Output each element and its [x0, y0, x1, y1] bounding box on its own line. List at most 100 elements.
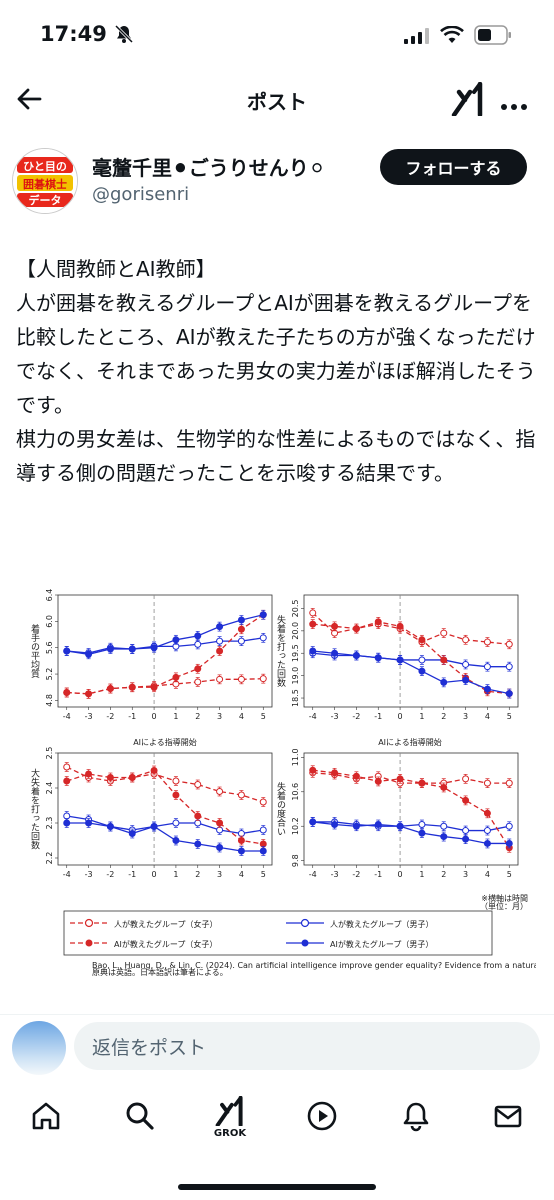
- data-point: [237, 847, 245, 855]
- data-point: [216, 637, 224, 645]
- display-name[interactable]: 毫釐千里⚫ごうりせんり⚪: [92, 156, 326, 180]
- data-point: [237, 625, 245, 633]
- wifi-icon: [440, 25, 464, 48]
- data-point: [331, 769, 339, 777]
- x-tick-label: 2: [441, 712, 446, 721]
- y-tick-label: 5.2: [45, 668, 54, 681]
- avatar-line-2: 囲碁棋士: [23, 177, 67, 191]
- data-point: [505, 640, 513, 648]
- follow-button[interactable]: フォローする: [380, 149, 527, 185]
- x-tick-label: 5: [261, 712, 266, 721]
- data-point: [483, 638, 491, 646]
- plot-frame: [57, 594, 273, 708]
- x-tick-label: 0: [398, 712, 403, 721]
- nav-search-icon[interactable]: [124, 1100, 156, 1136]
- data-point: [194, 632, 202, 640]
- data-point: [194, 640, 202, 648]
- data-point: [462, 676, 470, 684]
- x-tick-label: 4: [485, 712, 490, 721]
- post-line: 人が囲碁を教えるグループとAIが囲碁を教えるグループを比較したところ、AIが教え…: [16, 291, 536, 417]
- data-point: [63, 777, 71, 785]
- avatar-line-1: ひと目の: [23, 160, 67, 173]
- y-tick-label: 2.3: [45, 817, 54, 830]
- more-options-icon[interactable]: [500, 96, 528, 115]
- avatar[interactable]: ひと目の 囲碁棋士 データ: [12, 148, 78, 214]
- data-point: [106, 823, 114, 830]
- y-axis-label: 失着の度合い: [275, 781, 286, 836]
- back-arrow-icon[interactable]: [14, 84, 44, 118]
- data-point: [85, 819, 93, 827]
- data-point: [483, 809, 491, 817]
- data-point: [259, 675, 267, 683]
- data-point: [396, 822, 404, 830]
- x-tick-label: 0: [398, 870, 403, 879]
- x-tick-label: 0: [152, 870, 157, 879]
- data-point: [150, 683, 158, 691]
- data-point: [259, 611, 267, 619]
- data-point: [194, 819, 202, 827]
- data-point: [128, 645, 136, 653]
- x-tick-label: -1: [374, 712, 382, 721]
- x-tick-label: -1: [128, 712, 136, 721]
- y-tick-label: 2.5: [45, 747, 54, 760]
- data-point: [128, 774, 136, 781]
- x-tick-label: 2: [441, 870, 446, 879]
- nav-grok-icon[interactable]: GROK: [210, 1095, 250, 1139]
- citation-note: 原典は英語。日本語訳は筆者による。: [92, 967, 228, 977]
- data-point: [352, 822, 360, 830]
- series-line: [312, 652, 510, 668]
- legend-box: [63, 910, 493, 956]
- data-point: [259, 798, 267, 806]
- series-line: [66, 769, 264, 845]
- data-point: [352, 625, 360, 633]
- grok-logo-icon[interactable]: [450, 81, 486, 120]
- x-tick-label: 5: [261, 870, 266, 879]
- plot-frame: [57, 752, 273, 866]
- series-line: [312, 769, 510, 849]
- data-point: [172, 636, 180, 644]
- post-image-chart[interactable]: -4 -3 -2 -1 0 1 2 3 4 5 4.8 5.2 5.6 6.0 6.4 着手の平均質 -4 -3 -…: [18, 583, 554, 1003]
- legend-label: 人が教えたグループ（女子）: [114, 919, 218, 929]
- user-handle[interactable]: @gorisenri: [92, 184, 190, 205]
- y-axis-label: 大失着を打った回数: [29, 767, 40, 850]
- nav-home-icon[interactable]: [30, 1100, 62, 1136]
- y-tick-label: 11.0: [291, 748, 300, 766]
- data-point: [259, 847, 267, 855]
- x-tick-label: -1: [128, 870, 136, 879]
- data-point: [505, 839, 513, 847]
- data-point: [462, 660, 470, 668]
- legend-label: AIが教えたグループ（男子）: [330, 939, 433, 949]
- series-line: [66, 614, 264, 655]
- data-point: [483, 839, 491, 847]
- data-point: [309, 647, 317, 655]
- data-point: [216, 675, 224, 683]
- x-tick-label: 2: [195, 870, 200, 879]
- series-line: [312, 821, 510, 845]
- data-point: [172, 791, 180, 799]
- reply-avatar: [12, 1021, 66, 1075]
- x-tick-label: 4: [239, 712, 244, 721]
- series-line: [312, 612, 510, 645]
- series-line: [312, 772, 510, 784]
- data-point: [63, 819, 71, 827]
- legend-label: AIが教えたグループ（女子）: [114, 939, 217, 949]
- x-caption-left: AIによる指導開始: [133, 737, 197, 747]
- data-point: [85, 650, 93, 658]
- data-point: [63, 647, 71, 655]
- data-point: [418, 636, 426, 644]
- data-point: [331, 649, 339, 657]
- nav-messages-icon[interactable]: [492, 1100, 524, 1136]
- x-tick-label: 4: [239, 870, 244, 879]
- x-tick-label: 3: [463, 712, 468, 721]
- data-point: [259, 826, 267, 834]
- data-point: [150, 823, 158, 830]
- series-line: [66, 815, 264, 835]
- data-point: [374, 618, 382, 626]
- series-line: [66, 766, 264, 803]
- nav-video-icon[interactable]: [306, 1100, 338, 1136]
- reply-input[interactable]: 返信をポスト: [74, 1022, 540, 1070]
- nav-notifications-icon[interactable]: [400, 1100, 432, 1136]
- data-point: [483, 779, 491, 787]
- data-point: [150, 767, 158, 774]
- data-point: [462, 775, 470, 783]
